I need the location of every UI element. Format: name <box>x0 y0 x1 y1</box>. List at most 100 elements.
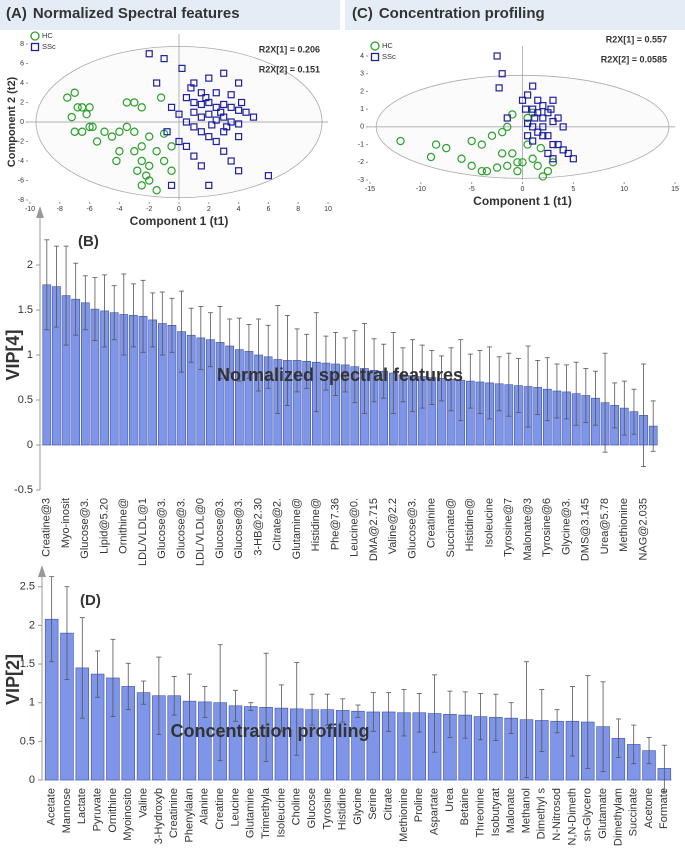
y-tick-label: 1 <box>29 697 35 709</box>
y-tick-label: 1 <box>360 106 364 113</box>
point <box>518 96 527 104</box>
x-tick-label: -8 <box>57 206 63 213</box>
x-tick-label: Glycine@3. <box>560 498 572 555</box>
x-tick-label: Mannose <box>61 788 73 833</box>
point <box>533 161 542 171</box>
x-tick-label: 4 <box>237 206 241 213</box>
point <box>85 103 94 112</box>
x-tick-label: Glutamate <box>597 788 609 839</box>
panel-label: (D) <box>80 592 101 609</box>
x-tick-label: Phenylalan <box>183 788 195 842</box>
x-tick-label: 2 <box>207 206 211 213</box>
x-tick-label: Tyrosine@7 <box>503 498 515 557</box>
point <box>122 122 132 132</box>
x-tick-label: 10 <box>324 206 332 213</box>
point <box>513 158 522 167</box>
x-tick-label: Myo-inosit <box>60 498 72 548</box>
point <box>569 155 577 163</box>
x-tick-label: LDL/VLDL@1 <box>137 498 149 566</box>
point <box>237 98 246 107</box>
x-tick-label: 5 <box>571 186 575 193</box>
point <box>182 94 191 102</box>
x-tick-label: Glutamine@ <box>291 498 303 559</box>
point <box>163 128 171 136</box>
x-tick-label: Valine <box>137 788 149 818</box>
point <box>212 116 220 124</box>
point <box>100 127 109 136</box>
x-tick-label: Histidine <box>337 788 349 830</box>
point <box>212 103 220 111</box>
x-tick-label: Lipid@5.20 <box>98 498 110 554</box>
point <box>442 143 451 153</box>
x-tick-label: NAG@2.035 <box>637 498 649 561</box>
x-tick-label: Isoleucine <box>275 788 287 838</box>
x-tick-label: -10 <box>25 206 35 213</box>
y-tick-label: 8 <box>20 41 24 48</box>
point <box>547 105 555 113</box>
y-tick-label: -4 <box>18 158 24 165</box>
x-tick-label: Tyrosine <box>321 788 333 830</box>
y-tick-label: 0 <box>360 124 364 131</box>
point <box>220 100 228 109</box>
x-tick-label: Isobutyrat <box>490 788 502 836</box>
x-tick-label: Pyruvate <box>92 788 104 831</box>
point <box>235 106 243 114</box>
x-tick-label: Glucose <box>306 788 318 828</box>
y-tick-label: 2 <box>360 88 364 95</box>
x-tick-label: Glucose@3. <box>406 498 418 559</box>
x-tick-label: Threonine <box>474 788 486 838</box>
point <box>144 176 154 185</box>
x-tick-label: Creatine <box>214 788 226 830</box>
point <box>531 114 539 122</box>
y-tick-label: -2 <box>358 159 364 166</box>
x-tick-label: Citrate@2. <box>272 498 284 551</box>
point <box>197 100 205 109</box>
point <box>205 74 213 82</box>
x-tick-label: Ornithine <box>107 788 119 833</box>
x-tick-label: Methionine <box>618 498 630 552</box>
point <box>487 131 497 140</box>
point <box>167 142 176 151</box>
panel-header <box>345 0 685 30</box>
point <box>477 166 487 176</box>
point <box>497 127 507 137</box>
point <box>492 163 502 172</box>
point <box>153 79 161 87</box>
point <box>431 140 441 149</box>
x-tick-label: Malonate <box>505 788 517 833</box>
point <box>523 91 532 99</box>
point <box>543 166 553 176</box>
y-tick-label: -1 <box>358 141 364 148</box>
point <box>477 140 487 149</box>
y-tick-label: 2 <box>20 99 24 106</box>
x-tick-label: Myoinosito <box>122 788 134 841</box>
point <box>227 118 235 126</box>
x-tick-label: Creatinine <box>426 498 438 548</box>
point <box>227 91 235 99</box>
y-tick-label: 0 <box>20 119 24 126</box>
point <box>242 108 250 116</box>
point <box>187 84 195 92</box>
point <box>497 149 507 158</box>
x-tick-label: 0 <box>521 186 525 193</box>
point <box>549 96 557 104</box>
point <box>536 143 546 153</box>
x-tick-label: 15 <box>671 186 679 193</box>
x-tick-label: Citrate <box>383 788 395 820</box>
y-tick-label: 1 <box>27 349 33 361</box>
x-tick-label: DMS@3.145 <box>580 498 592 561</box>
y-tick-label: 2 <box>27 259 33 271</box>
x-tick-label: Creatinine <box>168 788 180 838</box>
point <box>528 154 537 163</box>
point <box>523 132 532 140</box>
bar <box>136 692 151 781</box>
x-tick-label: Serine <box>367 788 379 820</box>
y-tick-label: 0.5 <box>18 394 33 406</box>
y-tick-label: 1.5 <box>20 658 35 670</box>
x-tick-label: Aspartate <box>428 788 440 835</box>
annotation: R2X[2] = 0.0585 <box>601 54 667 64</box>
point <box>529 82 537 90</box>
panel-header <box>0 0 340 30</box>
x-tick-label: N-Nitrosod <box>551 788 563 841</box>
point <box>235 79 243 87</box>
